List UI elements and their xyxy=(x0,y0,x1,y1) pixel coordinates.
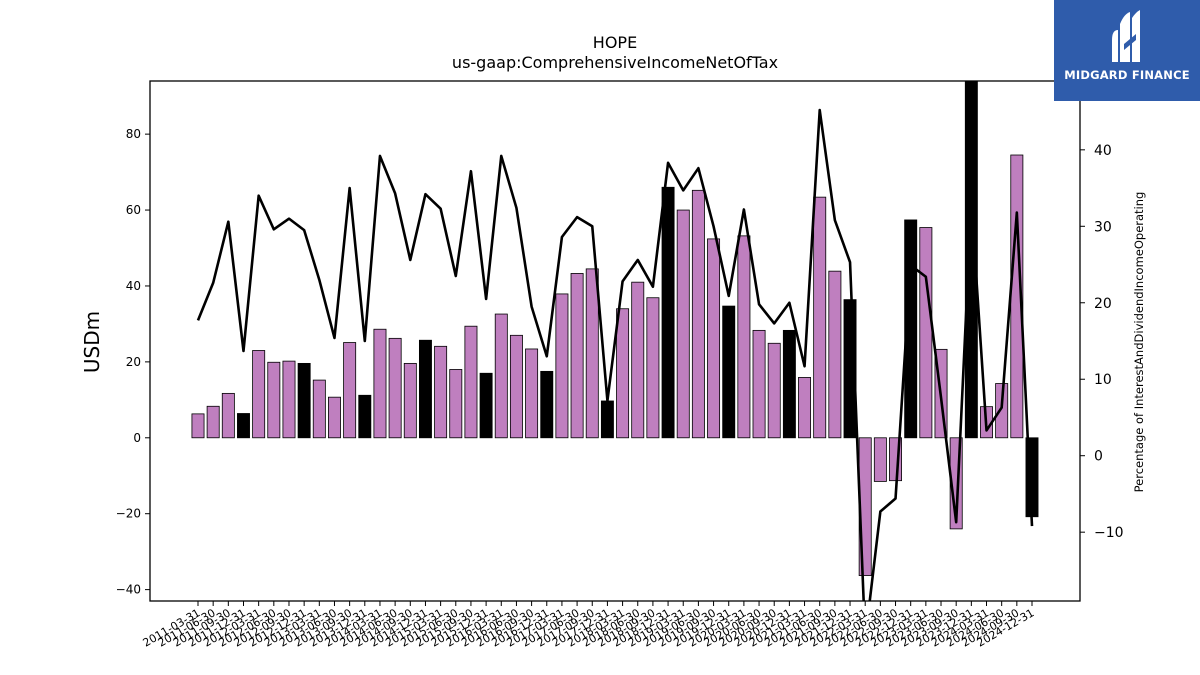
bar xyxy=(555,293,569,439)
bar xyxy=(904,219,918,439)
y2-tick-label: 40 xyxy=(1094,143,1112,159)
bar xyxy=(312,379,326,439)
bar xyxy=(237,413,250,439)
y2-tick-label: 0 xyxy=(1094,449,1103,465)
bar xyxy=(403,362,417,439)
chart-subtitle: us-gaap:ComprehensiveIncomeNetOfTax xyxy=(452,53,778,72)
y-tick-label: 0 xyxy=(133,431,141,445)
brand-logo: MIDGARD FINANCE xyxy=(1054,0,1200,101)
midgard-logo-icon xyxy=(1112,10,1140,62)
brand-name: MIDGARD FINANCE xyxy=(1064,68,1190,82)
bar xyxy=(631,281,645,439)
y-tick-label: 80 xyxy=(126,127,141,141)
y-tick-label: 40 xyxy=(126,279,141,293)
bar xyxy=(646,297,660,439)
bar xyxy=(449,369,463,439)
y2-axis-label: Percentage of InterestAndDividendIncomeO… xyxy=(1132,192,1146,493)
chart-title: HOPE xyxy=(593,33,637,52)
bar xyxy=(767,342,781,439)
bar xyxy=(691,189,705,439)
bar xyxy=(570,273,584,439)
bar xyxy=(600,400,614,439)
bar xyxy=(388,337,402,439)
bar xyxy=(752,329,766,439)
line-series xyxy=(196,108,1034,601)
bar xyxy=(964,81,978,439)
bar xyxy=(676,209,690,439)
y2-tick-label: −10 xyxy=(1094,525,1124,541)
bar-series xyxy=(191,81,1039,576)
y2-tick-label: 10 xyxy=(1094,372,1112,388)
bar xyxy=(585,268,599,439)
plot-area: −40−20020406080−100102030402011-03-31201… xyxy=(116,80,1124,650)
bar xyxy=(343,342,357,439)
bar xyxy=(191,413,205,439)
bar xyxy=(494,313,508,439)
bar xyxy=(782,329,796,439)
bar xyxy=(813,196,827,439)
y-tick-label: 60 xyxy=(126,203,141,217)
bar xyxy=(464,325,478,439)
bar xyxy=(707,238,721,439)
bar xyxy=(525,348,539,439)
bar xyxy=(418,339,432,439)
y-tick-label: 20 xyxy=(126,355,141,369)
bar xyxy=(919,227,933,439)
bar xyxy=(297,362,311,439)
plot-frame xyxy=(149,80,1081,602)
bar xyxy=(616,308,630,439)
y2-tick-label: 30 xyxy=(1094,219,1112,235)
bar xyxy=(221,392,235,439)
y2-tick-label: 20 xyxy=(1094,296,1112,312)
bar xyxy=(995,383,1009,439)
bar xyxy=(737,235,751,439)
bar xyxy=(373,328,387,439)
bar xyxy=(722,305,736,439)
y-tick-label: −20 xyxy=(116,507,141,521)
bar xyxy=(328,396,341,439)
bar xyxy=(206,405,220,439)
bar xyxy=(252,350,266,439)
y-axis-label: USDm xyxy=(80,311,104,373)
bar xyxy=(509,334,523,439)
bar xyxy=(282,360,296,439)
bar xyxy=(479,372,493,439)
bar xyxy=(828,270,842,439)
bar xyxy=(267,361,281,439)
y-tick-label: −40 xyxy=(116,583,141,597)
bar xyxy=(661,186,675,439)
bar xyxy=(873,437,887,482)
bar xyxy=(358,394,372,439)
bar xyxy=(540,370,554,439)
bar xyxy=(798,377,812,439)
bar xyxy=(434,345,448,439)
